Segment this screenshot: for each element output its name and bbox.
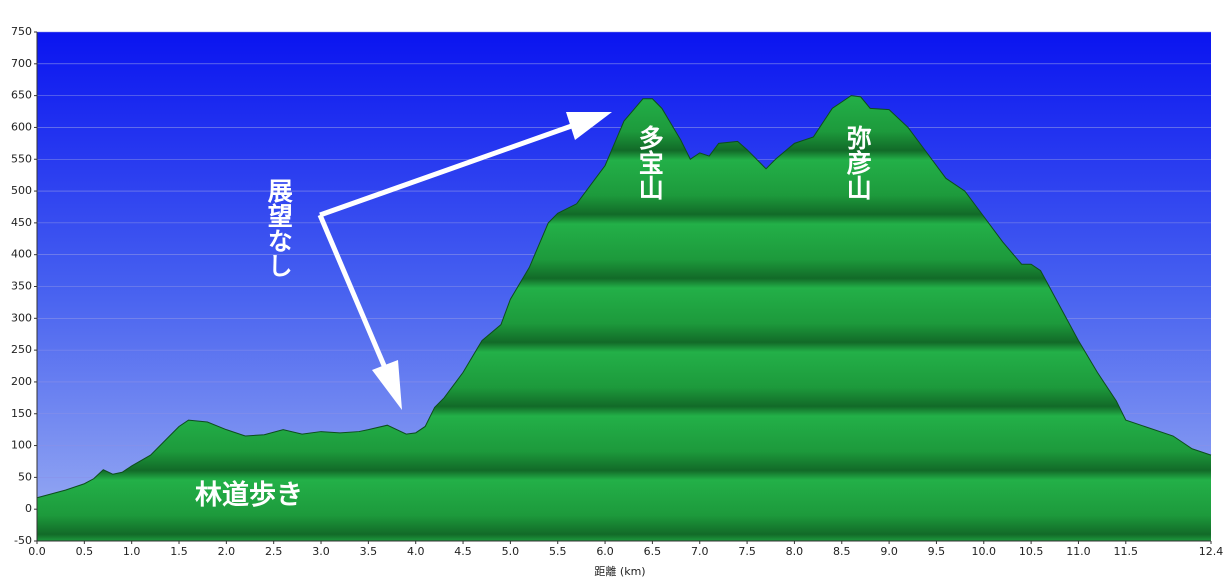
y-tick-label: 200 <box>11 375 32 388</box>
x-tick-label: 8.0 <box>786 545 804 558</box>
x-tick-label: 4.5 <box>454 545 472 558</box>
x-tick-label: 10.5 <box>1019 545 1044 558</box>
x-axis-label: 距離 (km) <box>594 564 645 578</box>
y-tick-label: 650 <box>11 89 32 102</box>
x-tick-label: 1.5 <box>170 545 188 558</box>
x-tick-label: 3.5 <box>360 545 378 558</box>
annotation: 林道歩き <box>195 480 303 511</box>
annotation: 多宝山 <box>635 125 665 200</box>
y-tick-label: 500 <box>11 184 32 197</box>
y-tick-label: 450 <box>11 216 32 229</box>
y-tick-label: 300 <box>11 311 32 324</box>
y-tick-label: 550 <box>11 152 32 165</box>
arrows <box>317 112 612 410</box>
y-tick-label: 0 <box>25 502 32 515</box>
x-tick-label: 5.0 <box>502 545 520 558</box>
x-tick-label: 0.0 <box>28 545 46 558</box>
x-tick-label: 5.5 <box>549 545 567 558</box>
x-tick-label: 1.0 <box>123 545 141 558</box>
y-tick-label: 600 <box>11 120 32 133</box>
y-tick-label: 700 <box>11 57 32 70</box>
y-tick-label: -50 <box>14 534 32 547</box>
y-tick-label: 350 <box>11 280 32 293</box>
x-tick-label: 4.0 <box>407 545 425 558</box>
annotation: 弥彦山 <box>843 125 873 200</box>
x-tick-label: 2.0 <box>218 545 236 558</box>
x-tick-label: 11.0 <box>1066 545 1091 558</box>
x-tick-label: 6.0 <box>596 545 614 558</box>
x-tick-label: 8.5 <box>833 545 851 558</box>
x-tick-label: 10.0 <box>972 545 997 558</box>
elevation-line <box>36 95 1212 499</box>
y-tick-label: 750 <box>11 25 32 38</box>
x-tick-label: 11.5 <box>1114 545 1139 558</box>
x-tick-label: 0.5 <box>76 545 94 558</box>
y-tick-label: 150 <box>11 407 32 420</box>
x-tick-label: 9.5 <box>928 545 946 558</box>
y-tick-label: 250 <box>11 343 32 356</box>
y-tick-label: 100 <box>11 439 32 452</box>
x-tick-label: 2.5 <box>265 545 283 558</box>
x-tick-label: 6.5 <box>644 545 662 558</box>
x-tick-label: 12.4 <box>1199 545 1224 558</box>
y-tick-label: 400 <box>11 248 32 261</box>
y-tick-label: 50 <box>18 470 32 483</box>
x-tick-label: 9.0 <box>880 545 898 558</box>
x-tick-label: 3.0 <box>312 545 330 558</box>
x-tick-label: 7.5 <box>738 545 756 558</box>
x-tick-label: 7.0 <box>691 545 709 558</box>
annotation: 展望なし <box>264 178 294 278</box>
elevation-area <box>37 95 1211 541</box>
